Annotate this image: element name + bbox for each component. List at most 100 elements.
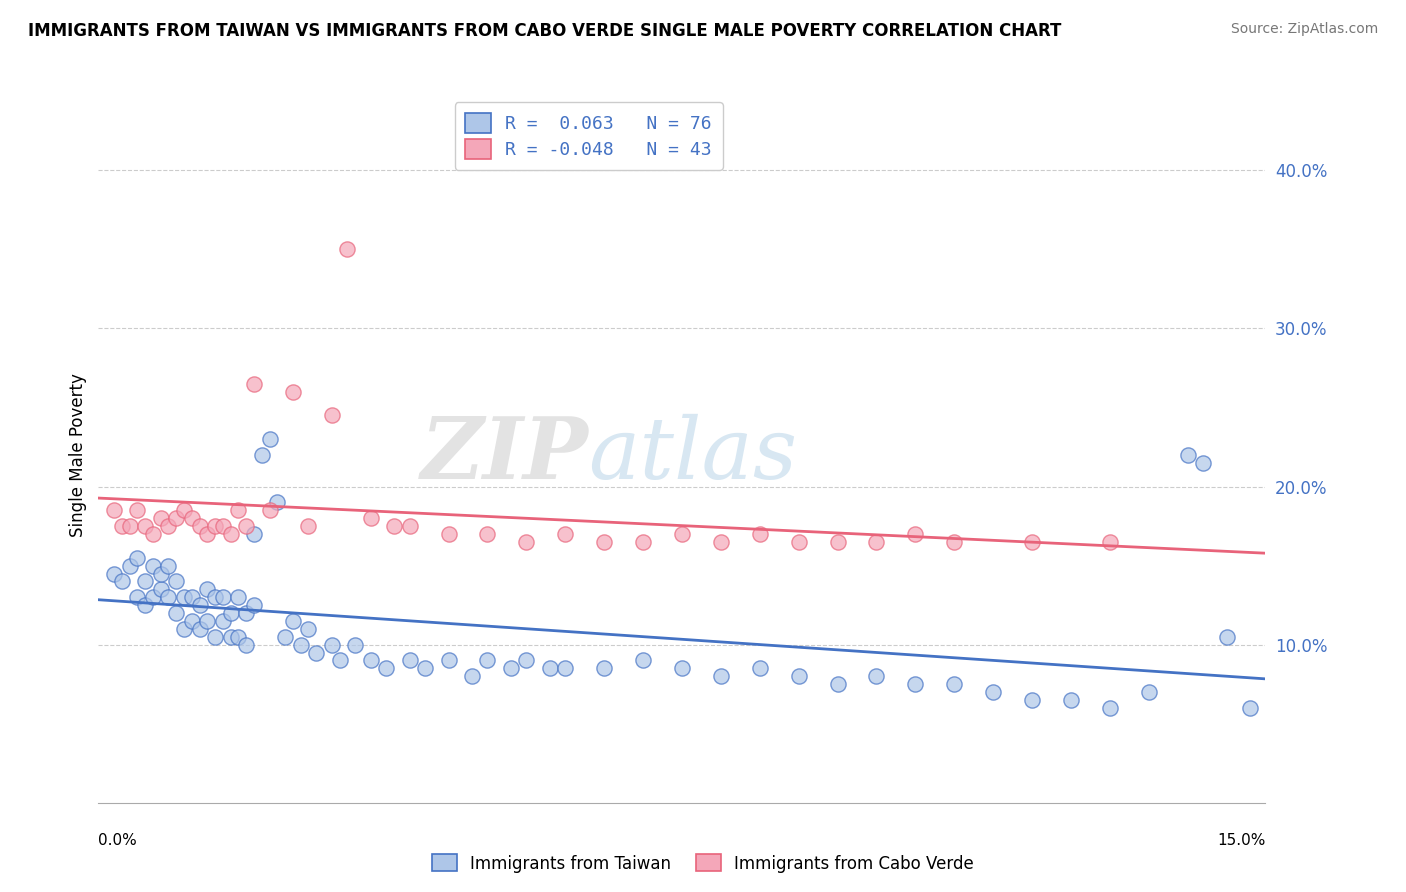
Point — [259, 503, 281, 517]
Point — [118, 519, 141, 533]
Point — [1215, 630, 1237, 644]
Point — [671, 527, 693, 541]
Point — [118, 558, 141, 573]
Point — [827, 534, 849, 549]
Point — [243, 527, 266, 541]
Point — [413, 661, 436, 675]
Point — [290, 638, 312, 652]
Point — [173, 503, 195, 517]
Point — [274, 630, 297, 644]
Point — [461, 669, 484, 683]
Point — [228, 630, 250, 644]
Text: atlas: atlas — [589, 414, 797, 496]
Point — [477, 527, 499, 541]
Point — [243, 598, 266, 612]
Point — [180, 614, 202, 628]
Point — [398, 519, 420, 533]
Point — [515, 534, 537, 549]
Point — [904, 677, 927, 691]
Point — [188, 622, 211, 636]
Point — [157, 591, 180, 605]
Point — [219, 527, 242, 541]
Point — [204, 630, 226, 644]
Point — [188, 519, 211, 533]
Point — [157, 558, 180, 573]
Point — [235, 638, 257, 652]
Point — [904, 527, 927, 541]
Point — [204, 519, 226, 533]
Point — [1098, 701, 1121, 715]
Point — [297, 519, 319, 533]
Point — [281, 614, 304, 628]
Point — [134, 574, 156, 589]
Point — [1239, 701, 1261, 715]
Point — [336, 243, 359, 257]
Point — [165, 511, 187, 525]
Point — [477, 653, 499, 667]
Point — [173, 622, 195, 636]
Point — [142, 527, 165, 541]
Point — [305, 646, 328, 660]
Point — [1060, 693, 1083, 707]
Point — [437, 527, 460, 541]
Point — [321, 638, 343, 652]
Point — [865, 534, 887, 549]
Point — [554, 661, 576, 675]
Point — [321, 409, 343, 423]
Point — [228, 591, 250, 605]
Point — [281, 384, 304, 399]
Point — [235, 606, 257, 620]
Point — [235, 519, 257, 533]
Legend: R =  0.063   N = 76, R = -0.048   N = 43: R = 0.063 N = 76, R = -0.048 N = 43 — [454, 103, 723, 169]
Legend: Immigrants from Taiwan, Immigrants from Cabo Verde: Immigrants from Taiwan, Immigrants from … — [425, 847, 981, 880]
Point — [1137, 685, 1160, 699]
Point — [515, 653, 537, 667]
Point — [593, 661, 616, 675]
Point — [710, 669, 733, 683]
Point — [943, 677, 966, 691]
Point — [360, 511, 382, 525]
Point — [710, 534, 733, 549]
Point — [344, 638, 367, 652]
Point — [111, 574, 134, 589]
Point — [259, 432, 281, 446]
Point — [149, 566, 172, 581]
Point — [827, 677, 849, 691]
Point — [1192, 456, 1215, 470]
Point — [593, 534, 616, 549]
Point — [671, 661, 693, 675]
Point — [329, 653, 352, 667]
Point — [103, 566, 125, 581]
Text: Source: ZipAtlas.com: Source: ZipAtlas.com — [1230, 22, 1378, 37]
Point — [538, 661, 561, 675]
Point — [375, 661, 398, 675]
Point — [149, 582, 172, 597]
Point — [631, 534, 654, 549]
Y-axis label: Single Male Poverty: Single Male Poverty — [69, 373, 87, 537]
Point — [204, 591, 226, 605]
Text: 15.0%: 15.0% — [1218, 833, 1265, 848]
Point — [499, 661, 522, 675]
Point — [180, 511, 202, 525]
Point — [787, 534, 810, 549]
Point — [212, 591, 235, 605]
Point — [149, 511, 172, 525]
Text: ZIP: ZIP — [420, 413, 589, 497]
Point — [437, 653, 460, 667]
Point — [134, 519, 156, 533]
Point — [103, 503, 125, 517]
Point — [165, 606, 187, 620]
Point — [195, 527, 218, 541]
Point — [748, 527, 770, 541]
Point — [1177, 448, 1199, 462]
Point — [134, 598, 156, 612]
Point — [1021, 534, 1043, 549]
Point — [127, 503, 149, 517]
Point — [142, 591, 165, 605]
Point — [195, 582, 218, 597]
Point — [157, 519, 180, 533]
Point — [188, 598, 211, 612]
Point — [212, 519, 235, 533]
Point — [943, 534, 966, 549]
Point — [195, 614, 218, 628]
